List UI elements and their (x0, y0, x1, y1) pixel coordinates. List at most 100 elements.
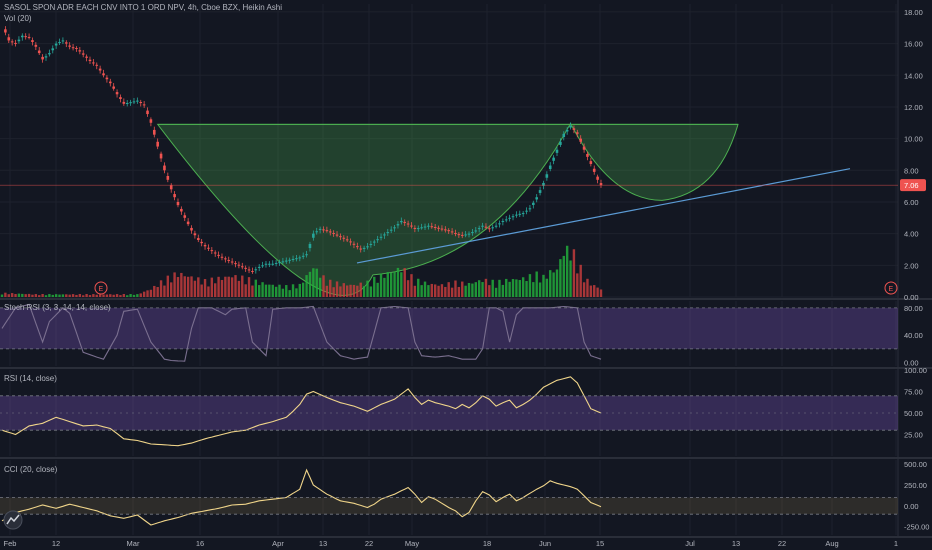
trendline[interactable] (356, 168, 851, 264)
rsi-line (1, 376, 602, 447)
candle-body (68, 45, 71, 47)
candle-body (576, 132, 579, 134)
candle-body (85, 56, 88, 58)
candle-body (359, 248, 363, 250)
volume-bar (95, 294, 98, 297)
candle-body (349, 241, 352, 243)
candle-body (599, 183, 603, 186)
panel-background (0, 370, 898, 456)
volume-bar (71, 294, 75, 297)
volume-bar (234, 275, 237, 297)
price-axis[interactable]: 18.00 16.00 14.00 12.00 10.00 8.00 6.00 4.00 2.0… (904, 8, 923, 302)
volume-bar (264, 284, 268, 297)
volume-bar (224, 276, 227, 297)
volume-bar (44, 295, 48, 297)
candle-body (31, 40, 34, 43)
stoch-rsi-band (0, 307, 898, 349)
volume-bar (244, 284, 247, 297)
price-panel[interactable] (0, 26, 898, 297)
candle-body (322, 229, 325, 231)
volume-bar (82, 295, 85, 297)
candle-body (366, 246, 369, 248)
candle-body (34, 44, 38, 47)
candle-body (98, 68, 102, 71)
candle-body (335, 234, 339, 236)
volume-bar (159, 280, 163, 297)
stoch-rsi-panel[interactable] (0, 303, 898, 362)
candle-body (220, 256, 224, 258)
volume-bar (41, 294, 44, 297)
cci-tick-label: 500.00 (904, 460, 927, 469)
time-tick-label: 18 (483, 539, 491, 548)
price-tick-label: 2.00 (904, 261, 919, 270)
volume-bar (406, 280, 410, 297)
volume-bar (345, 285, 349, 297)
rsi-tick-label: 25.00 (904, 431, 923, 440)
candle-body (196, 238, 200, 240)
candle-body (403, 221, 407, 223)
volume-bar (538, 282, 542, 297)
volume-bar (569, 260, 572, 297)
volume-bar (156, 287, 159, 297)
candle-body (369, 243, 373, 245)
candle-body (525, 210, 528, 212)
price-tick-label: 16.00 (904, 40, 923, 49)
candle-body (210, 250, 214, 252)
volume-bar (102, 294, 105, 297)
tradingview-logo[interactable] (3, 510, 23, 530)
volume-bar (173, 272, 176, 297)
candle-body (548, 165, 552, 170)
volume-bar (579, 264, 582, 297)
cci-band (0, 497, 898, 515)
candle-body (48, 53, 51, 55)
volume-bar (14, 293, 17, 297)
volume-bar (257, 285, 261, 297)
volume-bar (396, 267, 400, 297)
candle-body (301, 255, 305, 257)
volume-bar (559, 259, 562, 297)
volume-bar (207, 286, 210, 297)
candle-body (308, 243, 312, 249)
volume-bar (339, 286, 342, 297)
candle-body (254, 269, 258, 271)
candle-body (420, 227, 423, 229)
candles (4, 26, 603, 274)
rsi-title: RSI (14, close) (4, 374, 57, 383)
candle-body (244, 267, 247, 269)
volume-bar (471, 283, 474, 297)
candle-body (41, 56, 44, 60)
volume-bar (430, 283, 433, 297)
volume-bar (589, 285, 593, 297)
candle-body (190, 227, 193, 231)
cci-panel[interactable] (0, 468, 898, 526)
candle-body (528, 208, 532, 210)
volume-bar (31, 294, 34, 297)
chart-title: SASOL SPON ADR EACH CNV INTO 1 ORD NPV, … (4, 3, 282, 12)
candle-body (569, 125, 572, 128)
candle-body (156, 141, 159, 147)
volume-bar (555, 269, 559, 297)
earnings-marker-right[interactable]: E (884, 281, 898, 295)
earnings-marker-left[interactable]: E (94, 281, 108, 295)
time-axis[interactable]: Feb 12 Mar 16 Apr 13 22 May 18 Jun 15 Jul 13 22 Aug 1 (4, 539, 899, 548)
candle-body (437, 227, 440, 229)
candle-body (112, 86, 115, 89)
candle-body (17, 39, 21, 42)
volume-bar (34, 294, 38, 297)
rsi-panel[interactable] (0, 376, 898, 447)
candle-body (21, 35, 24, 38)
volume-bar (420, 285, 423, 297)
candle-body (27, 36, 31, 38)
candle-body (376, 239, 379, 241)
candle-body (169, 185, 173, 190)
candle-body (318, 228, 322, 230)
volume-bar (75, 294, 78, 297)
candle-body (386, 232, 390, 234)
volume-bar (491, 279, 494, 297)
candle-body (488, 228, 491, 230)
candle-body (186, 221, 190, 225)
volume-bar (366, 280, 369, 297)
volume-bar (532, 282, 535, 297)
candle-body (24, 36, 27, 38)
